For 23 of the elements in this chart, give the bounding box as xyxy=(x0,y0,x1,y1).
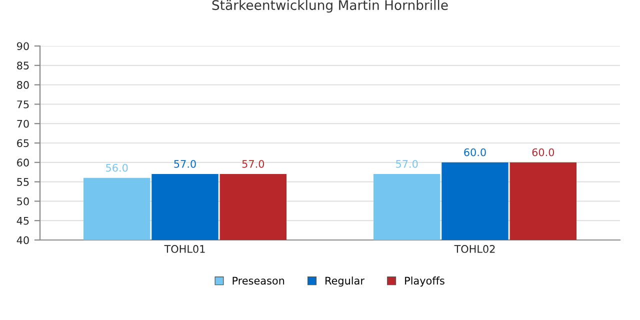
data-label: 60.0 xyxy=(464,148,486,156)
legend-label: Regular xyxy=(326,276,364,287)
data-label: 60.0 xyxy=(532,148,554,156)
y-tick-label: 40 xyxy=(16,236,29,244)
y-tick-label: 65 xyxy=(17,139,29,148)
data-label: 57.0 xyxy=(242,160,264,168)
data-label: 57.0 xyxy=(174,160,196,168)
x-tick-label: TOHL02 xyxy=(454,245,495,253)
y-tick-label: 60 xyxy=(17,158,29,167)
y-tick-label: 90 xyxy=(16,42,29,50)
y-tick-label: 85 xyxy=(17,62,29,70)
y-tick-label: 45 xyxy=(16,216,29,225)
y-tick-label: 80 xyxy=(17,81,29,89)
y-tick-label: 55 xyxy=(17,178,29,186)
data-label: 57.0 xyxy=(396,160,418,168)
legend-label: Playoffs xyxy=(405,276,444,287)
chart-title: Stärkeentwicklung Martin Hornbrille xyxy=(212,0,448,13)
y-tick-label: 75 xyxy=(17,100,29,108)
x-tick-label: TOHL01 xyxy=(164,245,205,253)
y-tick-label: 50 xyxy=(17,197,29,206)
y-tick-label: 70 xyxy=(17,120,29,128)
legend-label: Preseason xyxy=(232,276,284,285)
data-label: 56.0 xyxy=(106,164,128,172)
